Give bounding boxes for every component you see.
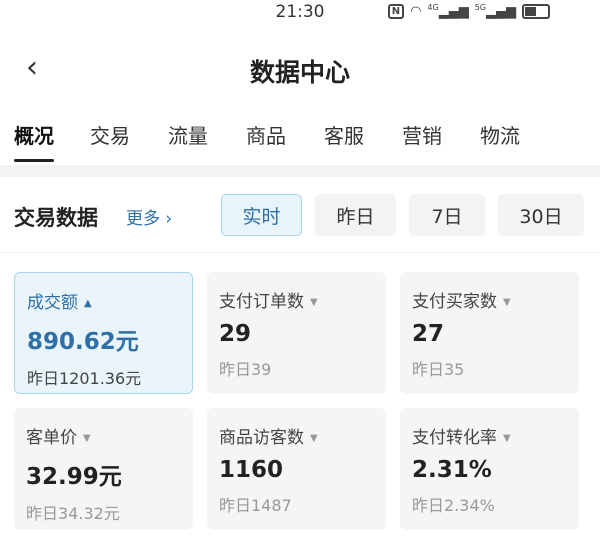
network-5g-label: 5G xyxy=(474,3,486,12)
metric-previous: 昨日39 xyxy=(219,360,272,379)
tab-bar: 概况 交易 流量 商品 客服 营销 物流 xyxy=(0,120,600,162)
status-time: 21:30 xyxy=(275,2,325,22)
tab-logistics[interactable]: 物流 xyxy=(480,124,520,148)
battery-icon xyxy=(522,3,550,19)
metric-previous: 昨日34.32元 xyxy=(26,504,120,523)
signal-5g-icon: 5G▂▄▆ xyxy=(474,3,516,20)
metric-label: 支付订单数 xyxy=(219,292,304,312)
status-icons: N ◠ 4G▂▄▆ 5G▂▄▆ xyxy=(387,3,550,20)
section-title: 交易数据 xyxy=(14,206,98,230)
tab-overview[interactable]: 概况 xyxy=(1,120,67,162)
metric-card-aov[interactable]: 客单价 ▼ 32.99元 昨日34.32元 xyxy=(14,408,193,530)
caret-down-icon: ▼ xyxy=(83,432,91,444)
metric-label: 商品访客数 xyxy=(219,428,304,448)
caret-down-icon: ▼ xyxy=(310,432,318,444)
caret-down-icon: ▼ xyxy=(310,296,318,308)
range-30d[interactable]: 30日 xyxy=(498,194,584,236)
metric-card-orders[interactable]: 支付订单数 ▼ 29 昨日39 xyxy=(207,272,386,394)
range-7d[interactable]: 7日 xyxy=(409,194,485,236)
caret-up-icon: ▲ xyxy=(84,297,92,309)
more-link[interactable]: 更多 › xyxy=(126,209,173,229)
section-separator xyxy=(0,165,600,177)
caret-down-icon: ▼ xyxy=(503,432,511,444)
tab-marketing[interactable]: 营销 xyxy=(402,124,442,148)
nfc-icon: N xyxy=(387,3,405,19)
tab-traffic[interactable]: 流量 xyxy=(168,124,208,148)
range-realtime[interactable]: 实时 xyxy=(221,194,302,236)
metric-card-gmv[interactable]: 成交额 ▲ 890.62元 昨日1201.36元 xyxy=(14,272,193,394)
metric-label: 支付转化率 xyxy=(412,428,497,448)
metric-label: 客单价 xyxy=(26,428,77,448)
wifi-icon: ◠ xyxy=(410,3,422,19)
metric-label: 支付买家数 xyxy=(412,292,497,312)
metric-value: 1160 xyxy=(219,457,284,483)
tab-trade[interactable]: 交易 xyxy=(90,124,130,148)
network-4g-label: 4G xyxy=(427,3,439,12)
metric-previous: 昨日2.34% xyxy=(412,496,495,515)
caret-down-icon: ▼ xyxy=(503,296,511,308)
metric-card-conversion[interactable]: 支付转化率 ▼ 2.31% 昨日2.34% xyxy=(400,408,579,530)
back-button[interactable]: ‹ xyxy=(26,50,38,85)
metric-value: 2.31% xyxy=(412,457,492,483)
metric-value: 32.99元 xyxy=(26,464,122,490)
range-yesterday[interactable]: 昨日 xyxy=(315,194,396,236)
metric-value: 890.62元 xyxy=(27,329,139,355)
metric-value: 27 xyxy=(412,321,445,347)
metric-value: 29 xyxy=(219,321,252,347)
metric-previous: 昨日35 xyxy=(412,360,465,379)
page-title: 数据中心 xyxy=(249,58,350,87)
metric-previous: 昨日1487 xyxy=(219,496,292,515)
metric-card-buyers[interactable]: 支付买家数 ▼ 27 昨日35 xyxy=(400,272,579,394)
metric-previous: 昨日1201.36元 xyxy=(27,369,142,388)
tab-products[interactable]: 商品 xyxy=(246,124,286,148)
metric-card-visitors[interactable]: 商品访客数 ▼ 1160 昨日1487 xyxy=(207,408,386,530)
metric-label: 成交额 xyxy=(27,293,78,313)
signal-4g-icon: 4G▂▄▆ xyxy=(427,3,469,20)
tab-service[interactable]: 客服 xyxy=(324,124,364,148)
divider xyxy=(0,252,600,253)
